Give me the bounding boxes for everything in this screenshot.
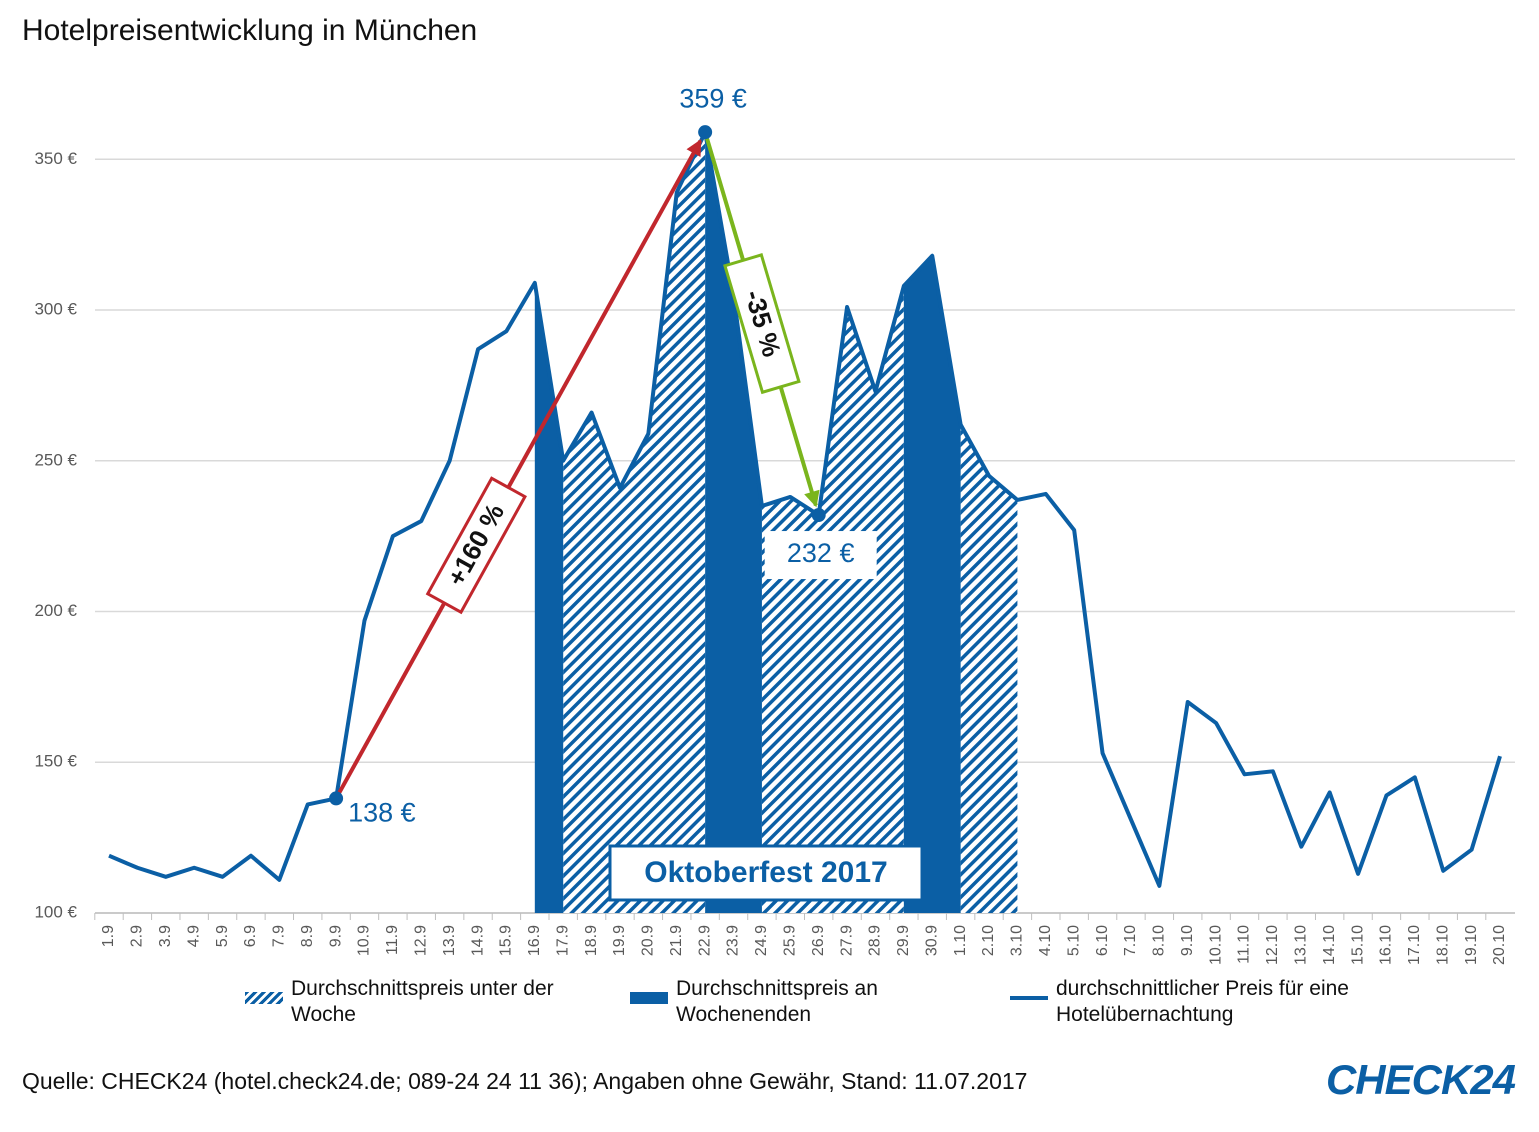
- legend-label: Durchschnittspreis an Wochenenden: [676, 977, 878, 1027]
- x-tick-label: 24.9: [753, 925, 770, 956]
- x-tick-label: 8.9: [299, 925, 316, 947]
- highlight: Oktoberfest 2017: [608, 844, 924, 902]
- legend-swatch: [245, 992, 283, 1004]
- x-tick-label: 20.9: [640, 925, 657, 956]
- x-tick-label: 8.10: [1151, 925, 1168, 956]
- x-tick-label: 19.9: [611, 925, 628, 956]
- x-tick-label: 3.10: [1009, 925, 1026, 956]
- x-tick-label: 6.9: [242, 925, 259, 947]
- area: [705, 132, 762, 913]
- highlight-box: [608, 844, 924, 902]
- chart: 100 € 150 € 200 € 250 € 300 € 350 € 1.9 2.9 3.9 4…: [34, 83, 1515, 965]
- x-tick-label: 19.10: [1463, 925, 1480, 965]
- x-tick-label: 10.9: [356, 925, 373, 956]
- legend-item: Durchschnittspreis an Wochenenden: [630, 976, 946, 1029]
- value-label: 232 €: [787, 538, 855, 568]
- annotation: +160 %: [425, 476, 527, 615]
- point: [811, 508, 826, 523]
- x-tick-label: 4.9: [185, 925, 202, 947]
- x-tick-label: 29.9: [895, 925, 912, 956]
- x-tick-label: 30.9: [923, 925, 940, 956]
- arrow-head: [804, 489, 820, 508]
- label-bg: [764, 531, 877, 580]
- source: Quelle: CHECK24 (hotel.check24.de; 089-2…: [22, 1068, 1028, 1094]
- x-tick-label: 28.9: [867, 925, 884, 956]
- point: [329, 791, 344, 806]
- x-tick-label: 15.10: [1349, 925, 1366, 965]
- x-tick-label: 16.10: [1378, 925, 1395, 965]
- x-tick-label: 12.10: [1264, 925, 1281, 965]
- legend-label: Durchschnittspreis unter der Woche: [291, 977, 554, 1027]
- x-tick-label: 3.9: [157, 925, 174, 947]
- legend-item: Durchschnittspreis unter der Woche: [245, 976, 561, 1029]
- area: [563, 132, 706, 913]
- area: [903, 255, 961, 913]
- value-label: 138 €: [348, 798, 416, 828]
- x-tick-label: 4.10: [1037, 925, 1054, 956]
- x-tick-label: 23.9: [725, 925, 742, 956]
- x-tick-label: 18.9: [583, 925, 600, 956]
- line: [108, 130, 1502, 888]
- x-tick-label: 11.9: [384, 925, 401, 955]
- x-tick-label: 17.10: [1406, 925, 1423, 965]
- x-tick-label: 27.9: [838, 925, 855, 956]
- area: [534, 282, 564, 914]
- value-label: 359 €: [679, 83, 747, 113]
- point: [698, 125, 713, 140]
- x-tick-label: 2.10: [980, 925, 997, 956]
- x-tick-label: 15.9: [498, 925, 515, 956]
- arrow-head: [686, 139, 702, 158]
- y-tick-label: 250 €: [34, 450, 77, 469]
- x-tick-label: 1.9: [100, 925, 117, 947]
- arrow: [334, 139, 703, 800]
- chart-title: Hotelpreisentwicklung in München: [22, 14, 478, 47]
- x-tick-label: 7.9: [271, 925, 288, 947]
- x-tick-label: 12.9: [412, 925, 429, 956]
- highlight-label: Oktoberfest 2017: [644, 856, 887, 889]
- x-tick-label: 9.9: [327, 925, 344, 947]
- x-tick-label: 14.9: [469, 925, 486, 956]
- y-tick-label: 350 €: [34, 149, 77, 168]
- y-tick-label: 150 €: [34, 752, 77, 771]
- x-tick-label: 13.10: [1293, 925, 1310, 965]
- logo: CHECK24: [1325, 1056, 1516, 1103]
- legend-swatch: [1010, 996, 1048, 1000]
- annotation-box: [723, 253, 801, 395]
- area: [960, 424, 1018, 913]
- x-tick-label: 16.9: [526, 925, 543, 956]
- legend-label: durchschnittlicher Preis für eine Hotelü…: [1056, 977, 1349, 1027]
- x-tick-label: 5.10: [1065, 925, 1082, 956]
- x-tick-label: 21.9: [668, 925, 685, 956]
- legend-item: durchschnittlicher Preis für eine Hotelü…: [1010, 976, 1386, 1029]
- x-tick-label: 10.10: [1207, 925, 1224, 965]
- x-tick-label: 2.9: [129, 925, 146, 947]
- x-tick-label: 14.10: [1321, 925, 1338, 965]
- x-tick-label: 20.10: [1491, 925, 1508, 965]
- x-tick-label: 11.10: [1236, 925, 1253, 964]
- area: [761, 285, 904, 913]
- x-tick-label: 22.9: [696, 925, 713, 956]
- x-tick-label: 25.9: [782, 925, 799, 956]
- y-tick-label: 300 €: [34, 300, 77, 319]
- y-tick-label: 200 €: [34, 601, 77, 620]
- legend-swatch: [630, 992, 668, 1004]
- x-tick-label: 17.9: [554, 925, 571, 956]
- x-tick-label: 1.10: [952, 925, 969, 956]
- x-tick-label: 6.10: [1094, 925, 1111, 956]
- annotation-box: [425, 476, 527, 615]
- y-tick-label: 100 €: [34, 902, 77, 921]
- x-tick-label: 5.9: [214, 925, 231, 947]
- x-tick-label: 7.10: [1122, 925, 1139, 956]
- x-tick-label: 9.10: [1179, 925, 1196, 956]
- x-tick-label: 26.9: [810, 925, 827, 956]
- x-tick-label: 13.9: [441, 925, 458, 956]
- x-tick-label: 18.10: [1434, 925, 1451, 965]
